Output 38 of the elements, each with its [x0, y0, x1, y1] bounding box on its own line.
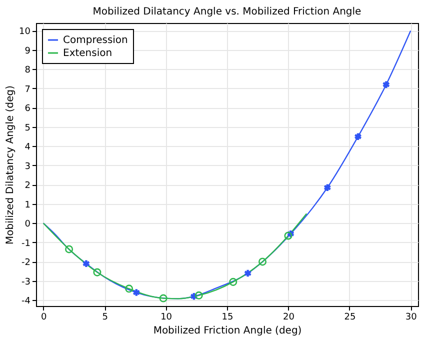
y-tick-label: 0 — [24, 220, 31, 230]
point — [244, 268, 252, 278]
point — [132, 288, 140, 297]
y-tick-label: 1 — [24, 200, 30, 210]
point — [65, 245, 74, 254]
x-tick-label: 5 — [102, 312, 108, 322]
x-tick-label: 25 — [344, 312, 356, 322]
x-axis-title: Mobilized Friction Angle (deg) — [153, 326, 302, 336]
chart-title: Mobilized Dilatancy Angle vs. Mobilized Friction Angle — [92, 6, 362, 18]
x-tick-label: 0 — [40, 312, 47, 322]
y-tick-label: 10 — [19, 27, 31, 38]
point — [194, 291, 203, 300]
y-tick-label: 5 — [24, 123, 30, 134]
y-tick-label: -2 — [22, 258, 30, 268]
legend-label: Compression — [63, 35, 128, 46]
y-tick-label: -3 — [22, 277, 30, 288]
y-axis-title: Mobilized Dilatancy Angle (deg) — [5, 85, 16, 245]
line-series — [42, 30, 412, 300]
y-tick-label: 6 — [24, 104, 31, 114]
y-tick-label: 2 — [24, 181, 30, 192]
y-tick-label: 4 — [24, 142, 31, 153]
legend-label: Extension — [63, 48, 112, 59]
x-tick-label: 10 — [160, 312, 172, 322]
point — [229, 278, 238, 286]
point — [159, 294, 168, 302]
y-tick-label: -4 — [22, 296, 31, 307]
x-tick-label: 30 — [405, 312, 418, 322]
y-tick-label: 7 — [24, 84, 30, 95]
x-tick-label: 15 — [222, 312, 234, 322]
y-tick-label: -1 — [22, 238, 30, 249]
y-tick-label: 8 — [24, 66, 31, 76]
point — [93, 268, 102, 276]
point — [284, 232, 292, 240]
point — [258, 258, 267, 266]
y-tick-label: 9 — [24, 46, 31, 56]
point — [125, 284, 134, 293]
x-tick-label: 20 — [282, 312, 295, 322]
y-tick-label: 3 — [24, 162, 30, 172]
